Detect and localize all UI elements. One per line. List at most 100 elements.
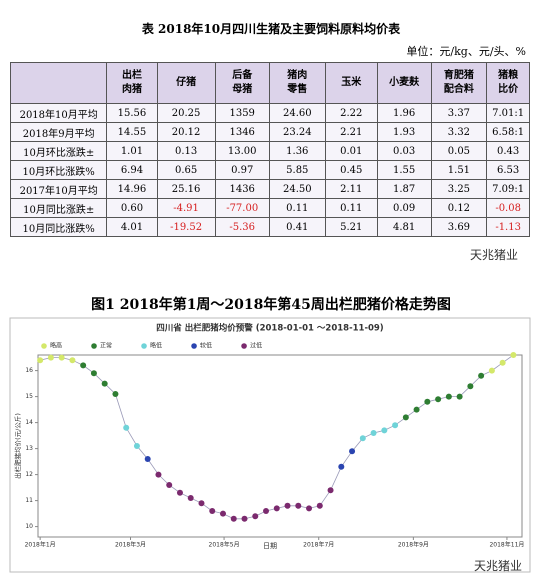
- x-tick-label: 2018年1月: [25, 541, 56, 549]
- header-text: 后备: [232, 70, 253, 81]
- unit-note: 单位：元/kg、元/头、%: [406, 45, 526, 58]
- table-cell: 1.96: [376, 103, 432, 123]
- y-tick-label: 14: [25, 419, 33, 426]
- legend-marker: [191, 343, 197, 349]
- header-cell: 育肥猪 配合料: [430, 62, 488, 104]
- x-axis-label: 日期: [263, 542, 277, 550]
- price-point: [230, 515, 237, 522]
- table-cell: 1.87: [376, 179, 432, 199]
- price-point: [90, 370, 97, 377]
- table-cell: 0.09: [376, 198, 432, 218]
- table-cell: 15.56: [106, 103, 158, 123]
- price-point: [263, 508, 270, 514]
- table-cell: 14.55: [106, 122, 158, 142]
- table-cell: 20.25: [156, 103, 216, 123]
- header-row: 出栏 肉猪 仔猪 后备 母猪 猪肉 零售 玉米 小麦麸 育肥猪 配合料 猪粮 比价: [9, 62, 530, 104]
- x-tick-label: 2018年9月: [398, 541, 429, 549]
- x-tick-label: 2018年11月: [489, 541, 524, 549]
- price-point: [413, 406, 420, 413]
- price-point: [456, 393, 463, 400]
- table-cell: 1359: [214, 103, 270, 123]
- table-cell: 20.12: [156, 122, 216, 142]
- plot-frame: [37, 354, 523, 538]
- table-cell: 24.60: [268, 103, 326, 123]
- price-point: [166, 482, 173, 488]
- price-point: [381, 427, 388, 434]
- table-cell: 0.03: [376, 141, 432, 161]
- price-point: [252, 513, 259, 520]
- legend-marker: [241, 343, 247, 349]
- table-cell: 0.41: [268, 217, 326, 237]
- price-point: [392, 422, 399, 429]
- table-cell: -4.91: [156, 198, 216, 218]
- table-cell: 0.12: [430, 198, 488, 218]
- price-point: [306, 505, 313, 512]
- table-cell: 6.58:1: [486, 122, 530, 142]
- price-point: [209, 508, 216, 514]
- price-point: [499, 359, 506, 366]
- x-tick-label: 2018年5月: [209, 541, 240, 549]
- legend-marker: [141, 343, 147, 349]
- price-point: [488, 367, 495, 374]
- table-cell: 24.50: [268, 179, 326, 199]
- table-row: 2018年10月平均 15.56 20.25 1359 24.60 2.22 1.96 3.3…: [9, 103, 530, 123]
- table-cell: 0.11: [324, 198, 378, 218]
- table-cell: 1.93: [376, 122, 432, 142]
- legend-label: 略高: [50, 342, 62, 350]
- header-text: 育肥猪: [443, 70, 474, 81]
- price-point: [327, 487, 334, 494]
- price-point: [176, 489, 183, 496]
- table-cell: 4.01: [106, 217, 158, 237]
- table-cell: 0.45: [324, 160, 378, 180]
- table-cell: 0.43: [486, 141, 530, 161]
- table-cell: 0.13: [156, 141, 216, 161]
- table-cell: 7.01:1: [486, 103, 530, 123]
- table-row: 10月同比涨跌% 4.01 -19.52 -5.36 0.41 5.21 4.81 3.69-…: [9, 217, 530, 237]
- price-point: [424, 398, 431, 405]
- header-cell: 猪粮 比价: [486, 62, 530, 104]
- table-cell: 0.97: [214, 160, 270, 180]
- x-tick-label: 2018年3月: [115, 541, 146, 549]
- price-point: [510, 352, 517, 358]
- price-point: [316, 502, 323, 509]
- price-point: [241, 515, 248, 522]
- x-tick-label: 2018年7月: [303, 541, 334, 549]
- table-cell: 3.37: [430, 103, 488, 123]
- header-cell: 仔猪: [156, 62, 216, 104]
- table-cell: 5.85: [268, 160, 326, 180]
- table-row: 2018年9月平均 14.55 20.12 1346 23.24 2.21 1.93 3.32…: [9, 122, 530, 142]
- table-cell: 1436: [214, 179, 270, 199]
- price-point: [101, 380, 108, 387]
- table-cell: -0.08: [486, 198, 530, 218]
- legend-label: 过低: [250, 342, 262, 350]
- header-text: 母猪: [232, 84, 253, 95]
- price-point: [349, 448, 356, 455]
- header-text: 零售: [287, 84, 308, 95]
- table-row: 2017年10月平均 14.96 25.16 1436 24.50 2.11 1.87 3.2…: [9, 179, 530, 199]
- price-point: [69, 357, 76, 364]
- chart-frame: [9, 317, 531, 573]
- table-cell: 10月环比涨跌±: [9, 141, 108, 161]
- table-row: 10月同比涨跌± 0.60 -4.91 -77.00 0.11 0.11 0.09 0.12-…: [9, 198, 530, 218]
- table-cell: 5.21: [324, 217, 378, 237]
- legend-marker: [91, 343, 97, 349]
- watermark: 天兆猪业: [474, 559, 523, 573]
- y-tick-label: 15: [25, 393, 33, 400]
- table-cell: 0.11: [268, 198, 326, 218]
- table-cell: 2.11: [324, 179, 378, 199]
- table-row: 10月环比涨跌± 1.01 0.13 13.00 1.36 0.01 0.03 0.05 0.4…: [9, 141, 530, 161]
- price-point: [198, 500, 205, 507]
- y-tick-label: 11: [25, 497, 33, 504]
- table-cell: 2018年9月平均: [9, 122, 108, 142]
- table-cell: 1346: [214, 122, 270, 142]
- y-tick-label: 10: [25, 523, 33, 530]
- legend-label: 正常: [100, 342, 112, 350]
- legend-label: 较低: [200, 342, 212, 350]
- price-point: [273, 505, 280, 512]
- table-cell: 3.32: [430, 122, 488, 142]
- price-point: [112, 391, 119, 397]
- table-cell: 25.16: [156, 179, 216, 199]
- header-text: 肉猪: [121, 84, 142, 95]
- table-cell: -1.13: [486, 217, 530, 237]
